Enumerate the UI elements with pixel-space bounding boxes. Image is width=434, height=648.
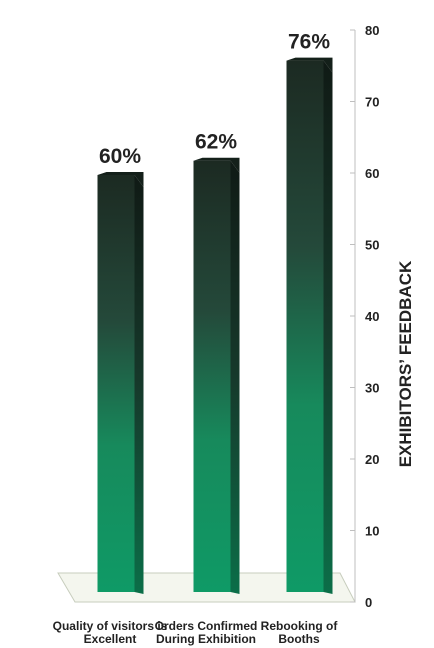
bars <box>97 57 333 595</box>
bar <box>97 172 144 594</box>
y-tick-label: 40 <box>365 309 379 324</box>
bar-front-face <box>193 160 231 592</box>
bar-side-face <box>323 60 333 595</box>
category-label-line: Orders Confirmed <box>155 619 258 633</box>
category-label-line: During Exhibition <box>156 632 256 646</box>
y-axis-ticks: 0 10 20 30 40 50 60 70 80 <box>350 23 379 610</box>
y-tick-label: 60 <box>365 166 379 181</box>
bar-side-face <box>230 160 240 594</box>
value-label: 62% <box>195 131 237 154</box>
bar-front-face <box>286 60 324 593</box>
value-label: 76% <box>288 31 330 54</box>
bar <box>193 157 240 594</box>
bar-front-face <box>97 175 135 592</box>
y-tick-label: 20 <box>365 452 379 467</box>
category-label: Orders Confirmed During Exhibition <box>155 619 258 646</box>
category-label-line: Booths <box>278 632 320 646</box>
category-label-line: Rebooking of <box>261 619 339 633</box>
bar-side-face <box>134 175 144 594</box>
y-tick-label: 70 <box>365 95 379 110</box>
y-tick-label: 10 <box>365 524 379 539</box>
y-tick-label: 50 <box>365 238 379 253</box>
category-label: Rebooking of Booths <box>261 619 339 646</box>
bar-top-face <box>286 57 333 73</box>
y-tick-label: 30 <box>365 381 379 396</box>
y-tick-label: 80 <box>365 23 379 38</box>
bar <box>286 57 333 595</box>
category-label-line: Quality of visitors is <box>53 619 168 633</box>
bar-top-face <box>193 157 240 173</box>
category-label-line: Excellent <box>84 632 137 646</box>
bar-top-face <box>97 172 144 187</box>
value-labels: 60% 62% 76% <box>99 31 330 168</box>
y-tick-label: 0 <box>365 595 372 610</box>
category-label: Quality of visitors is Excellent <box>53 619 168 646</box>
y-axis-title: EXHIBITORS’ FEEDBACK <box>396 260 415 467</box>
value-label: 60% <box>99 145 141 168</box>
